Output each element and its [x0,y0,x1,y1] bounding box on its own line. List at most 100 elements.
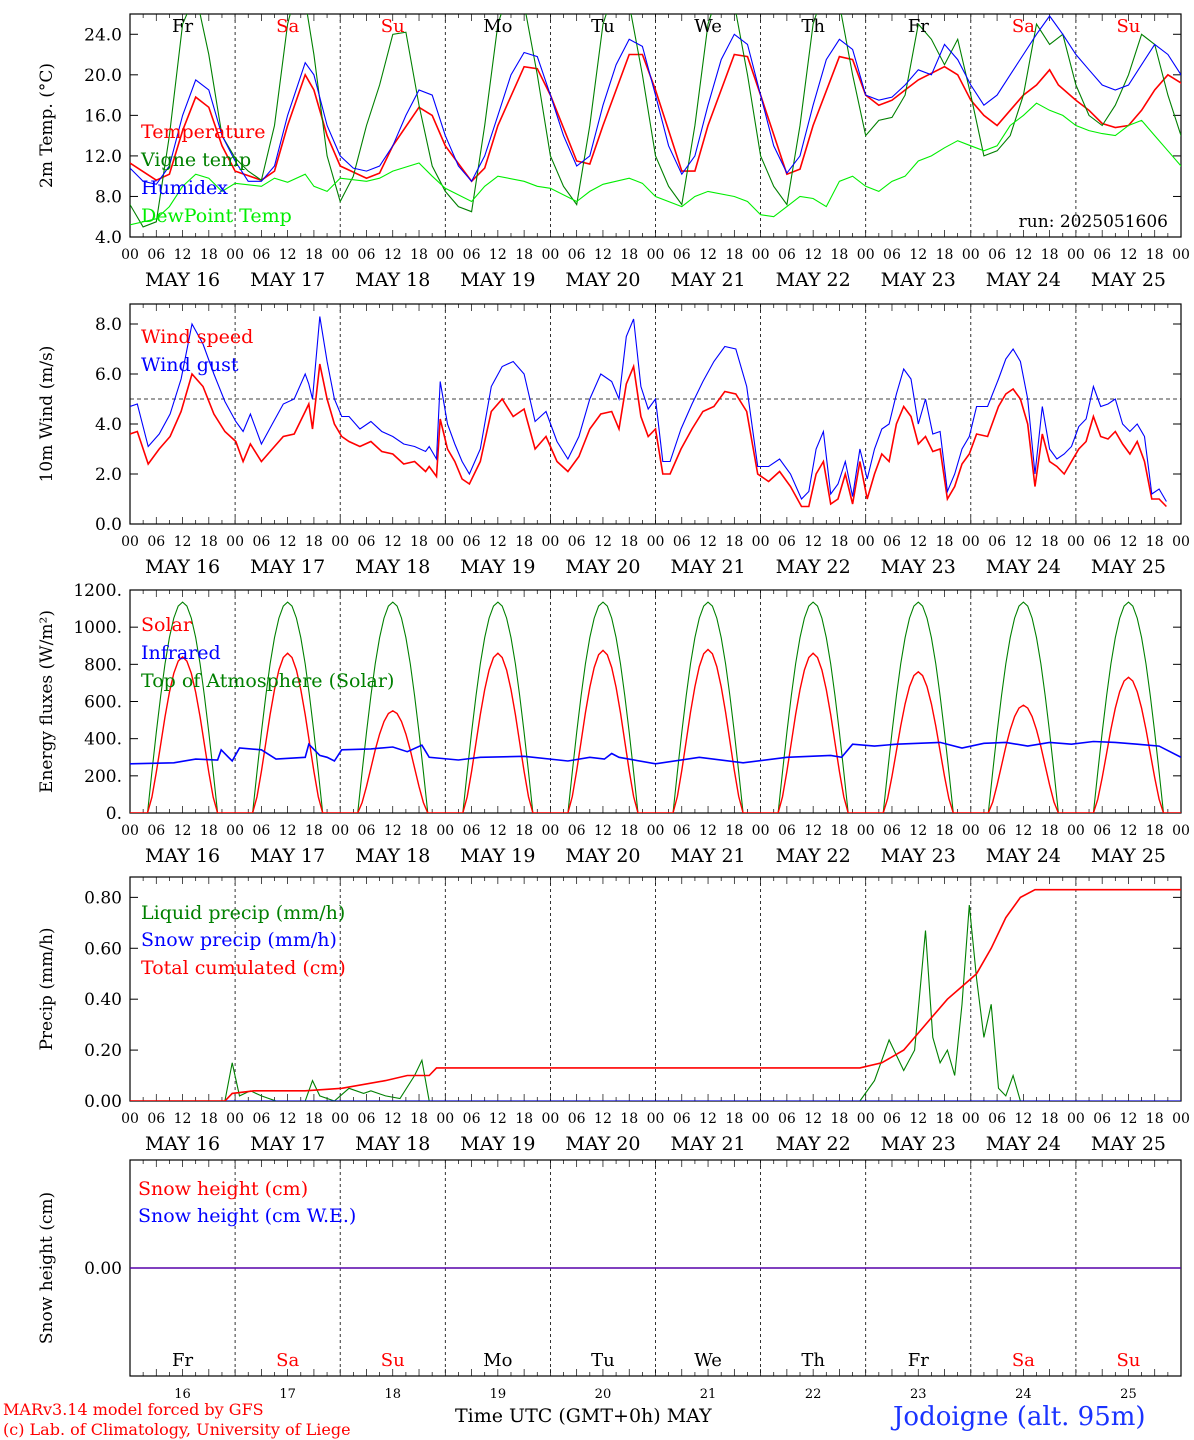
panel1-hour-label: 06 [988,247,1006,263]
panel4-hour-label: 18 [515,1111,533,1127]
panel4-hour-label: 06 [778,1111,796,1127]
panel4-day-label: MAY 21 [670,1133,745,1155]
panel1-hour-label: 12 [1014,247,1032,263]
panel3-day-label: MAY 22 [776,845,851,867]
panel1-hour-label: 18 [410,247,428,263]
panel4-series-liquid-precip-mm-h- [130,904,1181,1101]
panel2-hour-label: 18 [1041,534,1059,550]
panel1-hour-label: 18 [831,247,849,263]
panel2-ytick-label: 0.0 [95,515,122,535]
panel1-series-humidex [130,15,1181,185]
panel2-hour-label: 12 [384,534,402,550]
panel4-hour-label: 18 [1146,1111,1164,1127]
panel4-hour-label: 18 [620,1111,638,1127]
panel2-hour-label: 18 [200,534,218,550]
panel4-hour-label: 06 [673,1111,691,1127]
panel3-ytick-label: 400. [84,730,122,750]
day-abbr-bottom: Su [381,1350,405,1371]
panel3-hour-label: 00 [226,823,244,839]
panel4-day-label: MAY 22 [776,1133,851,1155]
panel3-hour-label: 18 [725,823,743,839]
panel1-hour-label: 00 [436,247,454,263]
panel3-hour-label: 12 [174,823,192,839]
panel4-hour-label: 00 [436,1111,454,1127]
panel1-hour-label: 06 [778,247,796,263]
panel3-hour-label: 00 [331,823,349,839]
panel2-hour-label: 00 [1067,534,1085,550]
panel4-day-label: MAY 24 [986,1133,1061,1155]
panel1-series-temperature [130,53,1181,183]
day-number: 19 [490,1387,507,1402]
panel2-ytick-label: 6.0 [95,365,122,385]
panel4-ytick-label: 0.80 [84,888,122,908]
panel3-hour-label: 06 [358,823,376,839]
day-abbr-top: Fr [908,16,929,37]
panel2-hour-label: 18 [305,534,323,550]
panel3-series-solar [130,648,1181,813]
panel1-hour-label: 00 [857,247,875,263]
panel1-day-label: MAY 21 [670,269,745,291]
panel2-day-label: MAY 24 [986,556,1061,578]
panel4-hour-label: 12 [384,1111,402,1127]
panel3-series-infrared [130,740,1181,765]
panel3-hour-label: 12 [804,823,822,839]
panel1-day-label: MAY 16 [145,269,220,291]
day-abbr-bottom: Mo [483,1350,512,1371]
panel2-hour-label: 06 [1093,534,1111,550]
panel2-hour-label: 06 [463,534,481,550]
panel4-day-label: MAY 18 [355,1133,430,1155]
panel1-hour-label: 12 [384,247,402,263]
day-number: 23 [910,1387,927,1402]
panel3-day-label: MAY 23 [881,845,956,867]
panel1-hour-label: 18 [620,247,638,263]
panel1-hour-label: 18 [305,247,323,263]
panel2-hour-label: 00 [752,534,770,550]
panel2-hour-label: 12 [804,534,822,550]
panel1-hour-label: 12 [699,247,717,263]
panel3-day-label: MAY 25 [1091,845,1166,867]
panel2-hour-label: 00 [436,534,454,550]
x-axis-title-text: Time UTC (GMT+0h) [455,1405,661,1427]
day-abbr-top: Mo [483,16,512,37]
panel4-hour-label: 18 [831,1111,849,1127]
panel1-hour-label: 00 [752,247,770,263]
panel2-day-label: MAY 17 [250,556,325,578]
panel3-hour-label: 06 [252,823,270,839]
day-abbr-top: We [694,16,722,37]
panel2-hour-label: 06 [147,534,165,550]
panel5-ylabel: Snow height (cm) [37,1192,57,1344]
panel3-ytick-label: 800. [84,655,122,675]
panel1-hour-label: 12 [279,247,297,263]
panel1-day-label: MAY 24 [986,269,1061,291]
day-abbr-top: Su [1116,16,1140,37]
panel5-ytick-label: 0.00 [84,1259,122,1279]
day-number: 22 [805,1387,822,1402]
panel1-legend-item: Humidex [141,177,228,199]
panel2-hour-label: 00 [962,534,980,550]
panel1-hour-label: 06 [358,247,376,263]
panel5-legend-item: Snow height (cm W.E.) [138,1205,356,1227]
panel4-hour-label: 00 [647,1111,665,1127]
panel4-hour-label: 12 [594,1111,612,1127]
panel2-day-label: MAY 25 [1091,556,1166,578]
panel3-hour-label: 06 [673,823,691,839]
day-number: 16 [174,1387,191,1402]
panel4-hour-label: 18 [936,1111,954,1127]
panel2-ytick-label: 2.0 [95,465,122,485]
panel4-day-label: MAY 23 [881,1133,956,1155]
panel1-hour-label: 18 [725,247,743,263]
panel3-hour-label: 12 [279,823,297,839]
panel1-hour-label: 00 [1067,247,1085,263]
panel4-hour-label: 06 [1093,1111,1111,1127]
panel1-hour-label: 00 [541,247,559,263]
panel2-series-wind-speed [130,363,1167,508]
panel4-hour-label: 12 [1014,1111,1032,1127]
panel4-day-label: MAY 16 [145,1133,220,1155]
panel4-hour-label: 06 [568,1111,586,1127]
panel1-run-annotation: run: 2025051606 [1019,212,1168,232]
panel2-day-label: MAY 22 [776,556,851,578]
panel3-hour-label: 00 [541,823,559,839]
panel3-hour-label: 06 [568,823,586,839]
panel3-hour-label: 12 [594,823,612,839]
day-abbr-top: Tu [591,16,615,37]
